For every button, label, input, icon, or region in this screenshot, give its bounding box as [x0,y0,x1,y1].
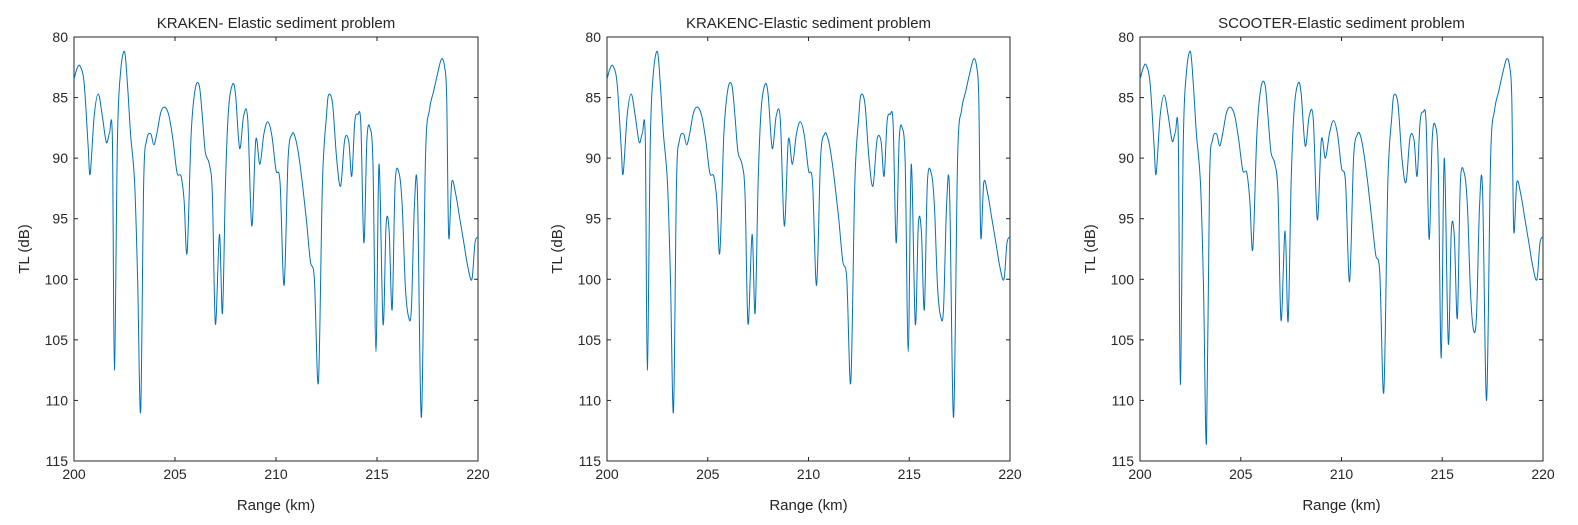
plot-area [73,36,479,462]
x-tick-label: 200 [1128,466,1152,482]
y-axis-label: TL (dB) [1082,224,1099,273]
x-tick-label: 200 [62,466,86,482]
y-tick-label: 115 [579,453,602,469]
plot-area [606,36,1011,462]
chart-title: SCOOTER-Elastic sediment problem [1218,15,1465,32]
plot-area [1139,36,1544,462]
tl-series-line [1139,50,1544,445]
tl-series-line [606,50,1011,418]
y-tick-label: 95 [52,211,68,227]
y-tick-label: 105 [1111,332,1135,348]
x-axis-label: Range (km) [1302,497,1380,514]
y-tick-label: 90 [1118,150,1134,166]
y-tick-label: 110 [46,392,69,408]
chart-panel-1: KRAKEN- Elastic sediment problem 200 205 21… [16,15,490,514]
y-tick-label: 105 [578,332,602,348]
y-axis-label: TL (dB) [16,224,33,273]
x-tick-label: 210 [1330,466,1354,482]
y-tick-label: 80 [585,29,601,45]
y-tick-label: 90 [585,150,601,166]
x-tick-label: 220 [998,466,1022,482]
x-tick-label: 215 [365,466,389,482]
chart-title: KRAKENC-Elastic sediment problem [686,15,931,32]
y-tick-label: 80 [52,29,68,45]
chart-panel-3: SCOOTER-Elastic sediment problem 200 205 21… [1082,15,1555,514]
y-tick-label: 100 [578,271,602,287]
y-tick-label: 85 [52,90,68,106]
chart-panel-2: KRAKENC-Elastic sediment problem 200 205 21… [549,15,1022,514]
x-tick-label: 205 [1229,466,1253,482]
chart-title: KRAKEN- Elastic sediment problem [157,15,395,32]
y-tick-label: 85 [1118,90,1134,106]
x-tick-label: 210 [797,466,821,482]
x-tick-label: 215 [1431,466,1455,482]
y-tick-label: 85 [585,90,601,106]
y-tick-label: 90 [52,150,68,166]
y-tick-label: 115 [46,453,69,469]
x-tick-label: 205 [163,466,187,482]
x-tick-label: 210 [264,466,288,482]
x-tick-label: 205 [696,466,720,482]
x-tick-label: 220 [1531,466,1555,482]
y-tick-label: 110 [579,392,602,408]
x-tick-label: 215 [898,466,922,482]
y-tick-label: 115 [1112,453,1135,469]
y-tick-label: 100 [1111,271,1135,287]
y-tick-label: 80 [1118,29,1134,45]
x-tick-label: 220 [466,466,490,482]
y-tick-label: 100 [45,271,69,287]
y-tick-label: 95 [585,211,601,227]
y-axis-label: TL (dB) [549,224,566,273]
tl-series-line [73,50,479,418]
y-tick-label: 110 [1112,392,1135,408]
x-axis-label: Range (km) [237,497,315,514]
x-axis-label: Range (km) [769,497,847,514]
x-tick-label: 200 [595,466,619,482]
y-tick-label: 105 [45,332,69,348]
y-tick-label: 95 [1118,211,1134,227]
